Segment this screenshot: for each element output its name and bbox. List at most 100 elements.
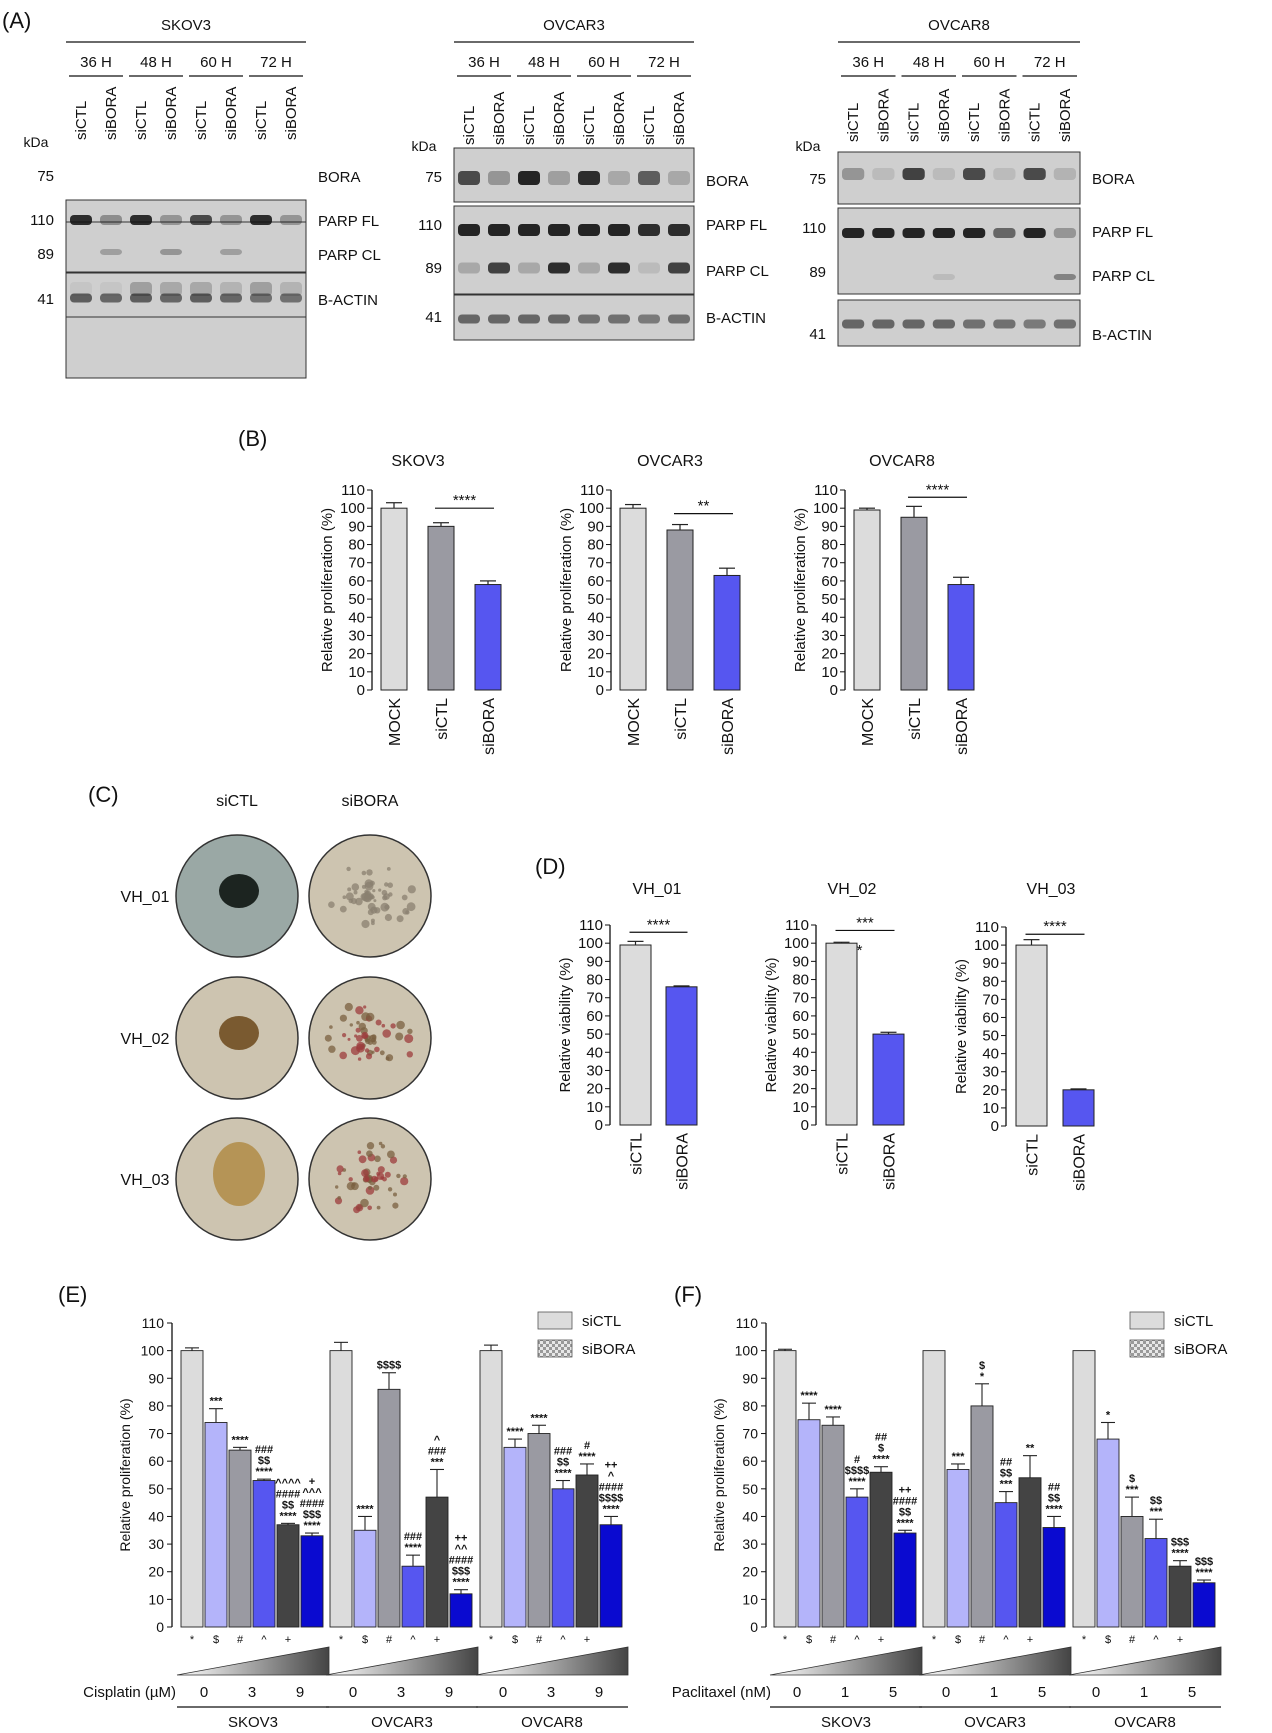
y-tick-label: 0 (750, 1619, 758, 1635)
blot-band-label: PARP FL (706, 217, 767, 234)
significance-label: $$$ (452, 1566, 470, 1578)
blot-band (70, 293, 92, 303)
organoid-cell (384, 1171, 391, 1178)
organoid-cell (371, 1175, 378, 1183)
kda-label: kDa (24, 134, 49, 150)
bar (900, 516, 928, 691)
x-tick-label: siBORA (720, 698, 737, 755)
organoid-cell (393, 1192, 397, 1197)
significance-label: ^ (608, 1470, 615, 1482)
bar (946, 1469, 970, 1628)
blot-band-label: PARP CL (1092, 268, 1155, 285)
significance-label: **** (800, 1390, 818, 1402)
y-tick-label: 100 (578, 935, 603, 952)
blot-band (190, 282, 212, 296)
marker-symbol: + (434, 1634, 440, 1646)
y-tick-label: 90 (148, 1370, 164, 1386)
y-tick-label: 10 (742, 1591, 758, 1607)
marker-symbol: # (386, 1634, 393, 1646)
significance-label: ### (554, 1446, 572, 1458)
organoid-cell (339, 905, 347, 913)
marker-symbol: # (1129, 1634, 1136, 1646)
significance-label: **** (602, 1503, 620, 1515)
organoid-cell (349, 1023, 353, 1027)
significance-label: $$$$ (377, 1360, 401, 1372)
bar (970, 1405, 994, 1628)
y-tick-label: 80 (821, 537, 838, 554)
blot-band (872, 228, 895, 238)
chart-title: VH_01 (633, 881, 682, 898)
organoid-cell (358, 1155, 367, 1164)
x-tick-label: siBORA (882, 1133, 899, 1190)
y-tick-label: 20 (982, 1082, 999, 1099)
blot-lane-label: siBORA (163, 87, 180, 140)
y-tick-label: 70 (348, 555, 365, 572)
organoid-cell (378, 1141, 383, 1146)
organoid-cell (357, 1150, 362, 1154)
y-tick-label: 50 (821, 591, 838, 608)
y-tick-label: 80 (587, 537, 604, 554)
significance-label: *** (1150, 1506, 1164, 1518)
legend-swatch (1129, 1339, 1165, 1358)
significance-label: * (980, 1371, 985, 1383)
bar (1072, 1350, 1096, 1628)
blot-band (100, 215, 122, 225)
dose-wedge (176, 1646, 330, 1676)
organoid-cell (400, 1177, 409, 1186)
marker-symbol: # (830, 1634, 837, 1646)
bar (893, 1532, 917, 1628)
blot-band (70, 215, 92, 225)
blot-band (578, 262, 600, 274)
blot-band (100, 249, 122, 255)
western-blots: SKOV3 36 H 48 H 60 H 72 H siCTL siBORA siCTL siB… (24, 17, 1155, 379)
y-tick-label: 20 (586, 1081, 603, 1098)
y-axis-label: Relative viability (%) (763, 957, 780, 1092)
blot-band-label: BORA (1092, 171, 1135, 188)
y-tick-label: 10 (148, 1591, 164, 1607)
blot-band (668, 171, 690, 185)
legend-label: siBORA (1174, 1341, 1227, 1358)
group-label: SKOV3 (821, 1714, 871, 1731)
blot-band (548, 171, 570, 185)
y-tick-label: 70 (821, 555, 838, 572)
chart-title: SKOV3 (391, 453, 444, 470)
blot-lane-label: siCTL (133, 101, 150, 140)
blot-band (220, 249, 242, 255)
blot-band (993, 319, 1016, 329)
bar (204, 1422, 228, 1628)
organoid-cell (381, 1023, 386, 1028)
organoid-cell (380, 1176, 384, 1180)
organoid-cell (356, 1041, 365, 1051)
blot-band (668, 262, 690, 274)
bar (474, 584, 502, 691)
significance-label: **** (647, 916, 671, 933)
blot-band-label: B-ACTIN (1092, 327, 1152, 344)
x-tick-label: siBORA (481, 698, 498, 755)
bar (377, 1388, 401, 1628)
bar (922, 1350, 946, 1628)
y-tick-label: 30 (587, 627, 604, 644)
significance-label: **** (578, 1451, 596, 1463)
dose-label: 9 (445, 1684, 453, 1701)
y-tick-label: 90 (982, 955, 999, 972)
blot-band (608, 171, 630, 185)
organoid-cell (361, 919, 370, 929)
blot-band (872, 319, 895, 329)
kda-marker: 89 (425, 260, 442, 277)
blot-lane-label: siBORA (611, 92, 628, 145)
bar (845, 1496, 869, 1628)
x-tick-label: siCTL (629, 1133, 646, 1175)
y-tick-label: 40 (586, 1044, 603, 1061)
legend-swatch (1129, 1311, 1165, 1330)
dose-label: 9 (296, 1684, 304, 1701)
group-label: OVCAR8 (521, 1714, 583, 1731)
bar (425, 1496, 449, 1628)
y-tick-label: 50 (586, 1026, 603, 1043)
blot-band (130, 282, 152, 296)
significance-label: ** (1026, 1443, 1035, 1455)
organoid-cell (366, 869, 373, 876)
significance-label: ++ (455, 1533, 468, 1545)
blot-lane-label: siBORA (491, 92, 508, 145)
chart-title: OVCAR8 (869, 453, 935, 470)
